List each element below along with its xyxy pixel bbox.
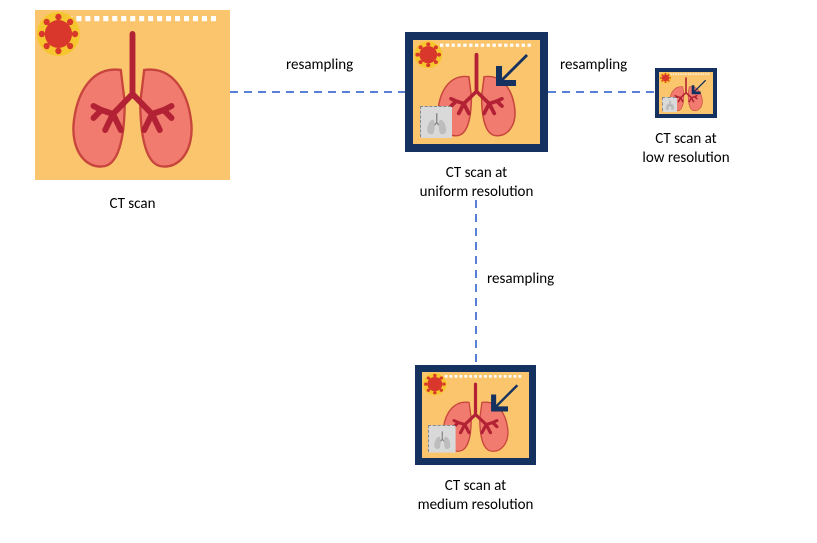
ct-low-caption: CT scan atlow resolution <box>616 130 756 168</box>
preview-thumbnail-icon <box>428 425 455 452</box>
resample-arrow-icon <box>486 381 520 420</box>
node-ct-uniform: CT scan atuniform resolution <box>405 32 548 152</box>
edge-label: resampling <box>487 270 554 288</box>
ct-scan-image <box>655 68 717 118</box>
edge-label: resampling <box>560 56 627 74</box>
node-ct-low: CT scan atlow resolution <box>655 68 717 118</box>
ct-uniform-caption: CT scan atuniform resolution <box>405 164 548 202</box>
preview-thumbnail-icon <box>662 97 676 111</box>
resample-arrow-icon <box>689 78 707 101</box>
edge-label: resampling <box>286 56 353 74</box>
preview-thumbnail-icon <box>420 106 451 137</box>
ct-scan-image <box>35 10 230 180</box>
ct-original-caption: CT scan <box>35 195 230 214</box>
node-ct-medium: CT scan atmedium resolution <box>415 365 536 465</box>
ct-medium-caption: CT scan atmedium resolution <box>406 477 546 515</box>
resample-arrow-icon <box>490 50 530 95</box>
node-ct-original: CT scan <box>35 10 230 180</box>
ct-scan-image <box>405 32 548 152</box>
ct-scan-image <box>415 365 536 465</box>
